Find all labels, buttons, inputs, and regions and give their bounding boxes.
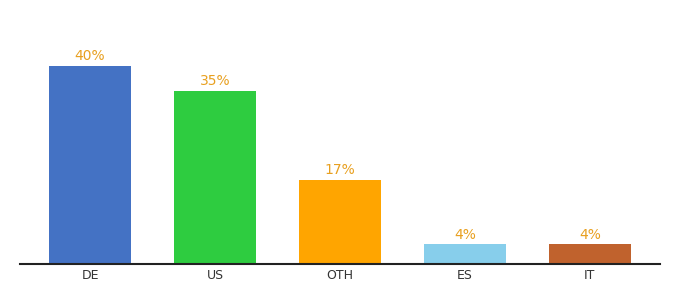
- Bar: [549, 244, 630, 264]
- Text: 40%: 40%: [75, 49, 105, 63]
- Bar: [424, 244, 505, 264]
- Bar: [299, 180, 381, 264]
- Bar: [175, 91, 256, 264]
- Text: 4%: 4%: [579, 228, 601, 242]
- Text: 4%: 4%: [454, 228, 476, 242]
- Text: 35%: 35%: [200, 74, 231, 88]
- Text: 17%: 17%: [324, 163, 356, 177]
- Bar: [50, 66, 131, 264]
